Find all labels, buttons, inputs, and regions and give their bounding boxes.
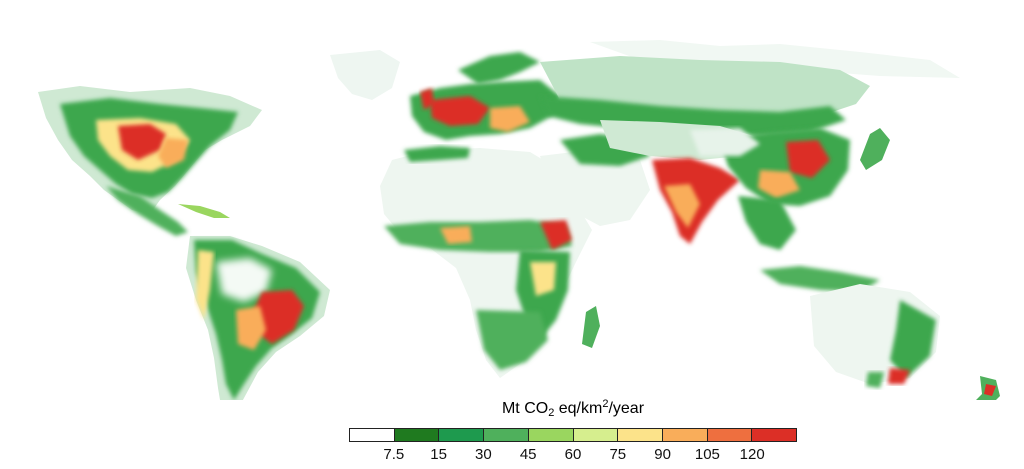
- us-midwest-red: [118, 124, 166, 160]
- legend-tick-label: 120: [739, 446, 765, 463]
- australia-east-green: [890, 300, 936, 378]
- ethiopia-red: [540, 220, 572, 250]
- china-red: [786, 140, 830, 178]
- legend-tick-label: 30: [475, 446, 492, 463]
- legend-swatch: [439, 429, 485, 441]
- india-orange: [664, 184, 700, 228]
- legend-tick-label: 15: [430, 446, 447, 463]
- world-map-svg: [38, 40, 1000, 400]
- legend-title: Mt CO2 eq/km2/year: [349, 398, 797, 419]
- us-east-orange: [158, 138, 188, 168]
- new-zealand-landmass: [976, 376, 1000, 400]
- brazil-orange: [236, 306, 266, 350]
- legend-swatch: [662, 429, 708, 441]
- brazil-red: [254, 290, 304, 344]
- legend-color-bar: [349, 428, 797, 442]
- legend-swatch: [618, 429, 663, 441]
- legend-title-mid: eq/km: [554, 400, 603, 417]
- southeast-asia-green: [738, 196, 796, 250]
- legend-swatch: [707, 429, 753, 441]
- arctic-islands-landmass: [590, 40, 960, 78]
- legend-title-subscript: 2: [548, 407, 555, 419]
- legend-title-prefix: Mt CO: [501, 400, 549, 417]
- greenland-landmass: [330, 50, 400, 100]
- east-africa-yellow: [530, 262, 556, 296]
- legend-swatch: [528, 429, 574, 441]
- amazon-pale: [216, 258, 272, 302]
- legend: Mt CO2 eq/km2/year 7.5 15 30 45 60 75 90 105 120: [349, 398, 797, 466]
- southern-africa-green: [476, 310, 548, 370]
- legend-swatch: [394, 429, 440, 441]
- legend-tick-label: 75: [609, 446, 627, 463]
- new-zealand-red: [984, 384, 996, 396]
- europe-orange: [490, 106, 530, 132]
- indonesia-landmass: [760, 266, 880, 292]
- australia-southeast-red: [888, 368, 910, 384]
- legend-tick-label: 45: [519, 446, 537, 463]
- north-africa-coast: [404, 146, 470, 162]
- world-map: [38, 40, 1000, 400]
- japan-landmass: [860, 128, 890, 170]
- sahel-belt: [384, 220, 572, 252]
- legend-tick-label: 105: [694, 446, 720, 463]
- legend-swatch: [350, 429, 395, 441]
- legend-tick-label: 90: [654, 446, 671, 463]
- legend-tick-label: 7.5: [383, 446, 405, 463]
- legend-swatch: [484, 429, 529, 441]
- legend-swatch: [752, 429, 797, 441]
- china-pale: [690, 128, 760, 156]
- legend-title-superscript: 2: [602, 398, 609, 410]
- mexico-landmass: [106, 186, 188, 236]
- uk-landmass: [420, 88, 434, 110]
- legend-tick-label: 60: [564, 446, 582, 463]
- middle-east-landmass: [540, 150, 650, 226]
- europe-red: [430, 96, 490, 126]
- madagascar-landmass: [582, 306, 600, 348]
- legend-title-suffix: /year: [608, 400, 645, 417]
- andes-yellow: [196, 250, 214, 320]
- sahel-orange: [440, 226, 472, 244]
- scandinavia-landmass: [458, 52, 540, 84]
- australia-west-green: [866, 372, 884, 388]
- caribbean-islands: [178, 204, 230, 218]
- china-orange: [758, 170, 800, 198]
- legend-swatch: [573, 429, 619, 441]
- legend-tick-labels: 7.5 15 30 45 60 75 90 105 120: [349, 446, 797, 464]
